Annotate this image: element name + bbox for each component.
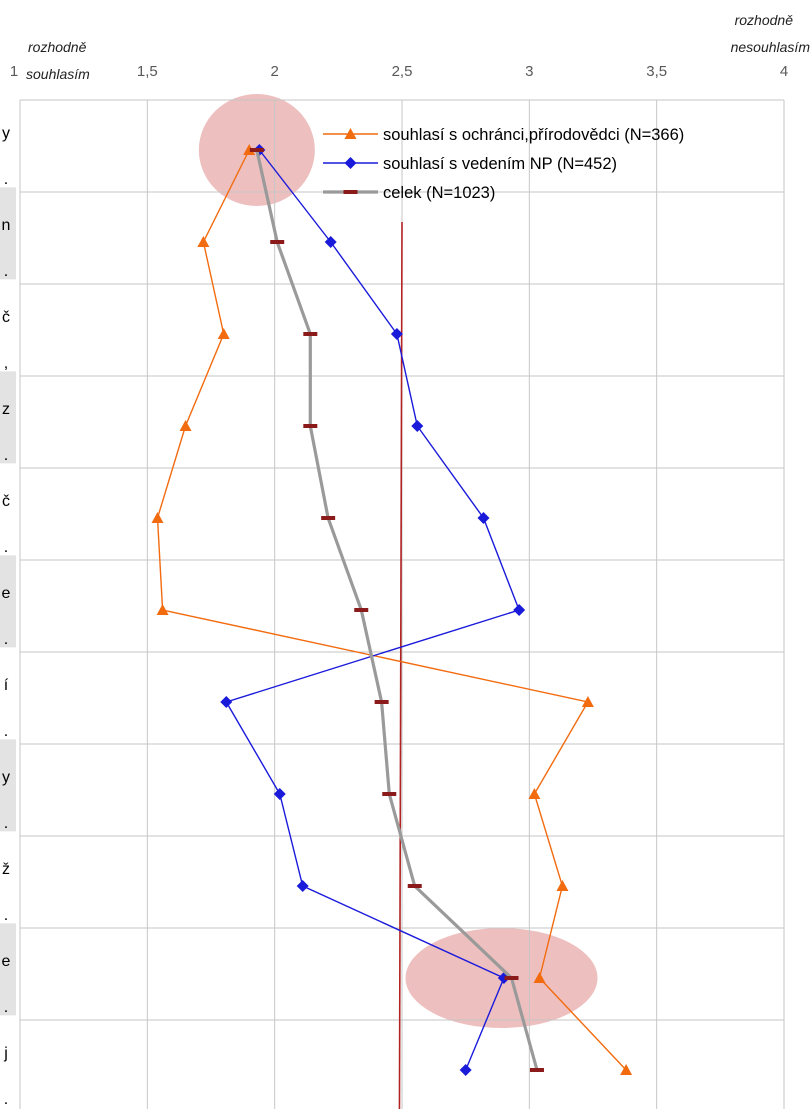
- left-edge-letter: .: [4, 263, 8, 280]
- x-tick-label: 1: [10, 63, 18, 80]
- data-point-series-2: [529, 1068, 544, 1072]
- left-edge-letter: .: [4, 1091, 8, 1108]
- left-edge-letter: y: [2, 769, 10, 786]
- data-point-series-0: [581, 696, 594, 707]
- legend-marker-0: [344, 128, 357, 139]
- data-point-series-2: [354, 608, 369, 612]
- left-edge-letter: .: [4, 539, 8, 556]
- left-edge-letter: y: [2, 125, 10, 142]
- x-tick-label: 3,5: [646, 63, 667, 80]
- data-point-series-2: [382, 792, 397, 796]
- left-edge-letter: ž: [2, 861, 10, 878]
- gridlines: [19, 99, 785, 1109]
- left-edge-letter: .: [4, 171, 8, 188]
- data-point-series-1: [220, 696, 233, 708]
- reference-line: [398, 221, 403, 1109]
- left-edge-letter: .: [4, 907, 8, 924]
- legend: souhlasí s ochránci,přírodovědci (N=366)…: [323, 126, 684, 202]
- left-edge-letter: n: [2, 217, 11, 234]
- x-tick-label: 4: [780, 63, 788, 80]
- left-edge-letter: e: [2, 953, 11, 970]
- data-point-series-0: [556, 880, 569, 891]
- left-edge-letter: .: [4, 999, 8, 1016]
- edge-band: [0, 187, 16, 280]
- left-edge-letter: č: [2, 493, 10, 510]
- legend-entry-2: celek (N=1023): [383, 184, 495, 202]
- x-tick-label: 2,5: [392, 63, 413, 80]
- left-edge-letter: z: [2, 401, 10, 418]
- data-point-series-0: [528, 788, 541, 799]
- data-point-series-0: [217, 328, 230, 339]
- data-point-series-2: [303, 332, 318, 336]
- data-point-series-1: [390, 328, 403, 340]
- data-point-series-2: [303, 424, 318, 428]
- edge-band: [0, 923, 16, 1016]
- highlight-ellipses: [198, 94, 598, 1028]
- data-point-series-1: [411, 420, 424, 432]
- x-axis-end-labels: rozhodně souhlasím rozhodně nesouhlasím: [26, 12, 810, 82]
- data-point-series-0: [243, 144, 256, 155]
- data-point-series-1: [324, 236, 337, 248]
- x-axis-tick-labels: 1 1,5 2 2,5 3 3,5 4: [10, 63, 788, 80]
- series-group: [151, 144, 633, 1076]
- left-edge-letter: .: [4, 815, 8, 832]
- x-tick-label: 2: [270, 63, 278, 80]
- data-point-series-0: [533, 972, 546, 983]
- data-point-series-0: [156, 604, 169, 615]
- left-edge-letter: e: [2, 585, 11, 602]
- series-line-0: [156, 149, 627, 1071]
- edge-band: [0, 555, 16, 648]
- left-edge-letter: .: [4, 631, 8, 648]
- data-point-series-1: [513, 604, 526, 616]
- data-point-series-1: [477, 512, 490, 524]
- data-point-series-2: [504, 976, 519, 980]
- left-axis-label-line1: rozhodně: [28, 39, 87, 55]
- right-axis-label-line2: nesouhlasím: [731, 39, 811, 55]
- x-tick-label: 3: [525, 63, 533, 80]
- legend-entry-1: souhlasí s vedením NP (N=452): [383, 155, 617, 173]
- data-point-series-0: [197, 236, 210, 247]
- right-axis-label-line1: rozhodně: [735, 12, 794, 28]
- data-point-series-2: [374, 700, 389, 704]
- data-point-series-0: [620, 1064, 633, 1075]
- data-point-series-2: [249, 148, 264, 152]
- data-point-series-2: [321, 516, 336, 520]
- left-edge-letters: y. n. č, z. č. e. í. y. ž. e. j.: [2, 125, 11, 1108]
- left-edge-letter: .: [4, 447, 8, 464]
- left-edge-letter: í: [4, 677, 9, 694]
- edge-band: [0, 739, 16, 832]
- left-edge-letter: ,: [4, 355, 8, 372]
- left-edge-letter: č: [2, 309, 10, 326]
- legend-marker-2: [343, 190, 358, 194]
- data-point-series-1: [273, 788, 286, 800]
- legend-marker-1: [344, 157, 357, 169]
- data-point-series-0: [179, 420, 192, 431]
- left-edge-bands: [0, 187, 16, 1016]
- data-point-series-1: [296, 880, 309, 892]
- left-axis-label-line2: souhlasím: [26, 66, 90, 82]
- x-tick-label: 1,5: [137, 63, 158, 80]
- left-edge-letter: .: [4, 723, 8, 740]
- legend-entry-0: souhlasí s ochránci,přírodovědci (N=366): [383, 126, 684, 144]
- data-point-series-2: [270, 240, 285, 244]
- data-point-series-2: [407, 884, 422, 888]
- data-point-series-0: [151, 512, 164, 523]
- data-point-series-1: [459, 1064, 472, 1076]
- reference-line-mark: [398, 221, 403, 1109]
- edge-band: [0, 371, 16, 464]
- left-edge-letter: j: [3, 1045, 8, 1062]
